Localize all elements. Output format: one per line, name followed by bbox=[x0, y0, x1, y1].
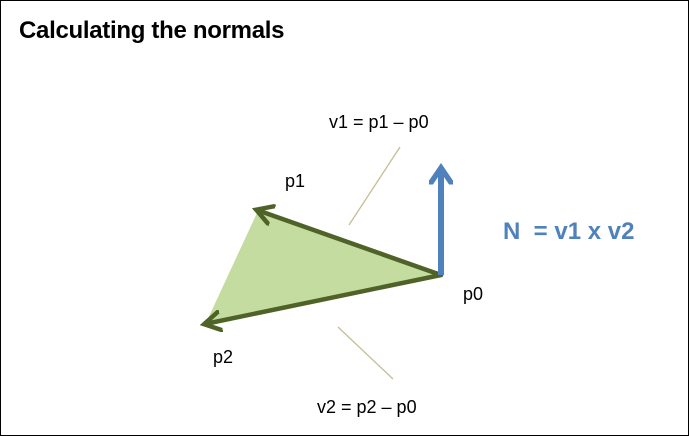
p0-label: p0 bbox=[463, 284, 483, 304]
vector-v2 bbox=[205, 272, 444, 324]
p1-label: p1 bbox=[285, 171, 305, 191]
leader-line-v2 bbox=[337, 326, 394, 380]
normal-equation-label: N = v1 x v2 bbox=[503, 218, 634, 245]
vector-v1 bbox=[257, 210, 444, 278]
leader-line-v1 bbox=[348, 146, 401, 226]
v1-equation-label: v1 = p1 – p0 bbox=[329, 112, 429, 132]
p2-label: p2 bbox=[213, 347, 233, 367]
edge-p1-p2 bbox=[206, 210, 260, 324]
v2-equation-label: v2 = p2 – p0 bbox=[317, 397, 417, 417]
slide-title: Calculating the normals bbox=[19, 17, 285, 44]
triangle-face bbox=[207, 211, 441, 323]
